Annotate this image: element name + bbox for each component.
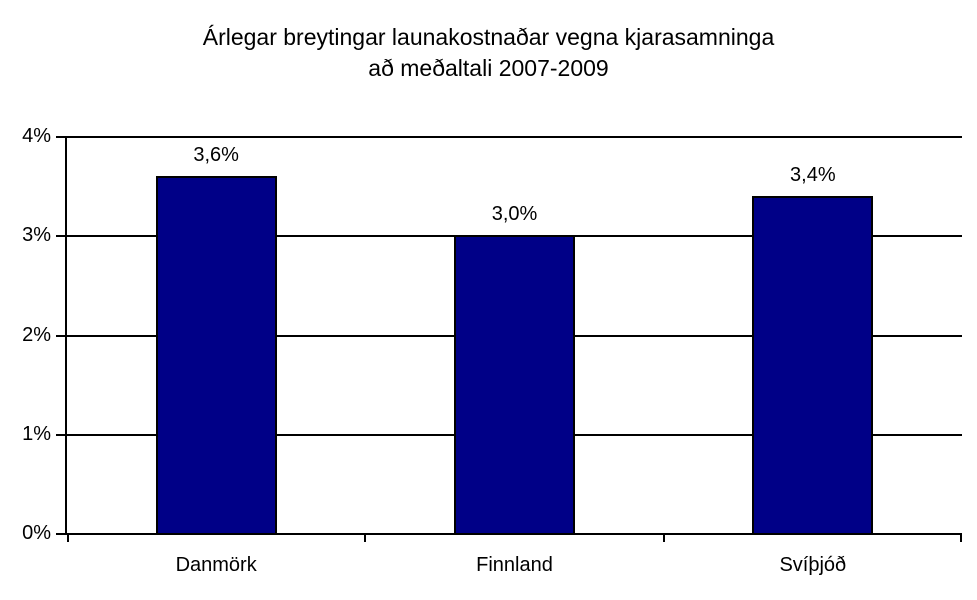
y-axis (65, 136, 67, 533)
x-axis-tick (960, 533, 962, 542)
x-axis-tick (67, 533, 69, 542)
bar-value-label: 3,4% (790, 163, 836, 186)
y-tick-label: 2% (22, 323, 51, 346)
bar-svíþjóð (752, 195, 874, 533)
y-axis-tick (56, 334, 65, 337)
x-axis-tick (662, 533, 665, 542)
y-axis-tick (56, 136, 65, 138)
chart-title: Árlegar breytingar launakostnaðar vegna … (0, 22, 977, 84)
plot-area: 0% 1% 2% 3% 4% 3,6% Danmörk 3,0% Finnland 3,4% Sví… (22, 125, 962, 576)
y-axis-tick (56, 533, 65, 535)
y-tick-label: 1% (22, 422, 51, 445)
y-axis-tick (56, 235, 65, 238)
y-tick-label: 3% (22, 224, 51, 247)
bar-value-label: 3,6% (193, 143, 239, 166)
gridline (67, 136, 962, 138)
chart-title-line2: að meðaltali 2007-2009 (368, 55, 609, 81)
x-axis (65, 533, 962, 535)
bar-value-label: 3,0% (491, 203, 538, 226)
category-label: Finnland (476, 554, 553, 576)
y-tick-label: 0% (22, 522, 51, 544)
bar-danmörk (155, 175, 277, 533)
category-label: Danmörk (175, 554, 257, 576)
y-tick-label: 4% (22, 125, 51, 147)
chart-title-line1: Árlegar breytingar launakostnaðar vegna … (202, 24, 775, 50)
category-label: Svíþjóð (779, 554, 847, 576)
y-axis-tick (56, 433, 65, 436)
x-axis-tick (364, 533, 367, 542)
bar-finnland (454, 235, 575, 533)
